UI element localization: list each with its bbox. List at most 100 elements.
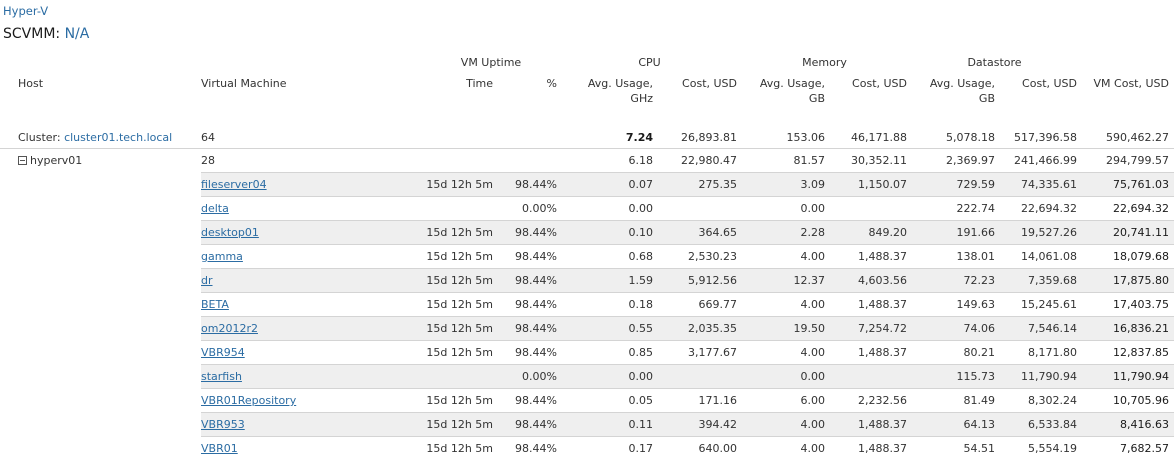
- vm-name-link[interactable]: BETA: [201, 298, 229, 311]
- vm-uptime-pct: 98.44%: [498, 173, 562, 197]
- vm-cpu-cost: 394.42: [658, 413, 742, 437]
- vm-uptime-pct: 98.44%: [498, 437, 562, 460]
- vm-uptime-time: 15d 12h 5m: [425, 341, 498, 365]
- vm-name-link[interactable]: gamma: [201, 250, 243, 263]
- vm-name-link[interactable]: fileserver04: [201, 178, 267, 191]
- cluster-link[interactable]: cluster01.tech.local: [64, 131, 172, 144]
- vm-name-link[interactable]: VBR953: [201, 418, 245, 431]
- vm-mem-cost: 4,603.56: [830, 269, 912, 293]
- vm-mem-cost: 849.20: [830, 221, 912, 245]
- vm-cpu-avg: 0.68: [562, 245, 658, 269]
- vm-uptime-time: 15d 12h 5m: [425, 221, 498, 245]
- vm-cpu-avg: 0.00: [562, 197, 658, 221]
- vm-uptime-pct: 98.44%: [498, 293, 562, 317]
- group-cpu: CPU: [562, 52, 742, 72]
- col-host[interactable]: Host: [0, 72, 201, 114]
- vm-ds-cost: 5,554.19: [1000, 437, 1082, 460]
- col-mem-avg[interactable]: Avg. Usage, GB: [742, 72, 830, 114]
- vm-mem-avg: 4.00: [742, 293, 830, 317]
- vm-cpu-cost: 3,177.67: [658, 341, 742, 365]
- vm-mem-avg: 12.37: [742, 269, 830, 293]
- vm-cpu-avg: 0.18: [562, 293, 658, 317]
- vm-ds-cost: 11,790.94: [1000, 365, 1082, 389]
- vm-ds-avg: 115.73: [912, 365, 1000, 389]
- vm-mem-cost: 1,150.07: [830, 173, 912, 197]
- vm-cpu-avg: 0.00: [562, 365, 658, 389]
- vm-mem-cost: 1,488.37: [830, 293, 912, 317]
- vm-cpu-cost: [658, 365, 742, 389]
- vm-total-cost: 16,836.21: [1082, 317, 1174, 341]
- vm-cpu-avg: 0.07: [562, 173, 658, 197]
- vm-mem-avg: 19.50: [742, 317, 830, 341]
- vm-uptime-pct: 98.44%: [498, 221, 562, 245]
- group-header-row: VM Uptime CPU Memory Datastore: [0, 52, 1174, 72]
- col-mem-cost[interactable]: Cost, USD: [830, 72, 912, 114]
- vm-name-cell: fileserver04: [201, 173, 425, 197]
- vm-ds-avg: 149.63: [912, 293, 1000, 317]
- vm-mem-avg: 4.00: [742, 245, 830, 269]
- col-cpu-avg[interactable]: Avg. Usage, GHz: [562, 72, 658, 114]
- col-uptime-pct[interactable]: %: [498, 72, 562, 114]
- vm-cpu-cost: 364.65: [658, 221, 742, 245]
- vm-name-link[interactable]: delta: [201, 202, 229, 215]
- vm-name-link[interactable]: VBR01: [201, 442, 238, 455]
- vm-name-link[interactable]: VBR954: [201, 346, 245, 359]
- vm-name-cell: VBR954: [201, 341, 425, 365]
- breadcrumb-hyperv-link[interactable]: Hyper-V: [3, 4, 48, 18]
- vm-ds-cost: 8,302.24: [1000, 389, 1082, 413]
- vm-name-cell: VBR01Repository: [201, 389, 425, 413]
- vm-total-cost: 75,761.03: [1082, 173, 1174, 197]
- col-ds-avg[interactable]: Avg. Usage, GB: [912, 72, 1000, 114]
- host-cell[interactable]: hyperv01: [0, 149, 201, 173]
- vm-name-cell: gamma: [201, 245, 425, 269]
- vm-name-link[interactable]: om2012r2: [201, 322, 258, 335]
- vm-cpu-avg: 1.59: [562, 269, 658, 293]
- vm-uptime-pct: 0.00%: [498, 365, 562, 389]
- vm-cpu-avg: 0.85: [562, 341, 658, 365]
- vm-uptime-time: 15d 12h 5m: [425, 293, 498, 317]
- page-title-value: N/A: [65, 26, 90, 42]
- vm-name-link[interactable]: desktop01: [201, 226, 259, 239]
- vm-name-cell: VBR953: [201, 413, 425, 437]
- vm-ds-cost: 15,245.61: [1000, 293, 1082, 317]
- vm-total-cost: 18,079.68: [1082, 245, 1174, 269]
- vm-cpu-cost: 5,912.56: [658, 269, 742, 293]
- vm-ds-cost: 14,061.08: [1000, 245, 1082, 269]
- vm-name-link[interactable]: dr: [201, 274, 213, 287]
- vm-ds-cost: 8,171.80: [1000, 341, 1082, 365]
- col-cpu-cost[interactable]: Cost, USD: [658, 72, 742, 114]
- cluster-label: Cluster:: [18, 131, 61, 144]
- vm-name-cell: starfish: [201, 365, 425, 389]
- vm-uptime-time: 15d 12h 5m: [425, 269, 498, 293]
- vm-ds-avg: 191.66: [912, 221, 1000, 245]
- vm-mem-avg: 2.28: [742, 221, 830, 245]
- col-ds-cost[interactable]: Cost, USD: [1000, 72, 1082, 114]
- vm-mem-avg: 0.00: [742, 365, 830, 389]
- vm-total-cost: 11,790.94: [1082, 365, 1174, 389]
- vm-ds-cost: 7,359.68: [1000, 269, 1082, 293]
- host-ds-avg: 2,369.97: [912, 149, 1000, 173]
- cluster-row: Cluster: cluster01.tech.local 64 7.24 26…: [0, 126, 1174, 149]
- col-virtual-machine[interactable]: Virtual Machine: [201, 72, 425, 114]
- vm-name-link[interactable]: VBR01Repository: [201, 394, 296, 407]
- vm-uptime-time: 15d 12h 5m: [425, 317, 498, 341]
- vm-name-link[interactable]: starfish: [201, 370, 242, 383]
- host-mem-avg: 81.57: [742, 149, 830, 173]
- vm-ds-avg: 222.74: [912, 197, 1000, 221]
- col-vm-cost[interactable]: VM Cost, USD: [1082, 72, 1174, 114]
- vm-uptime-pct: 98.44%: [498, 269, 562, 293]
- host-name: hyperv01: [30, 154, 82, 167]
- cluster-ds-cost: 517,396.58: [1000, 126, 1082, 149]
- col-uptime-time[interactable]: Time: [425, 72, 498, 114]
- vm-mem-cost: 1,488.37: [830, 341, 912, 365]
- collapse-icon[interactable]: [18, 156, 27, 165]
- vm-cost-table: VM Uptime CPU Memory Datastore Host Virt…: [0, 52, 1174, 460]
- host-row: hyperv01 28 6.18 22,980.47 81.57 30,352.…: [0, 149, 1174, 173]
- vm-total-cost: 8,416.63: [1082, 413, 1174, 437]
- vm-cpu-cost: 171.16: [658, 389, 742, 413]
- vm-name-cell: om2012r2: [201, 317, 425, 341]
